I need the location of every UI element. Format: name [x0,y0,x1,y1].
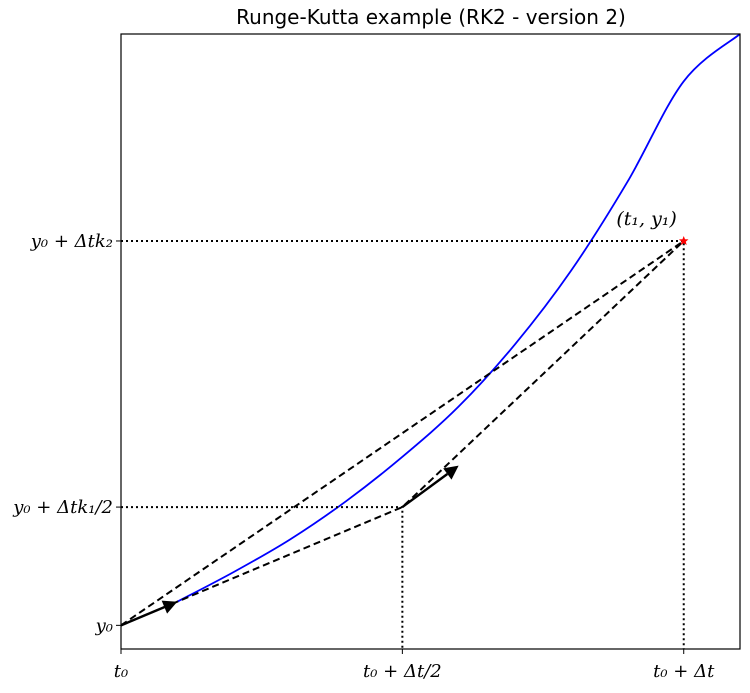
y-tick-label: y₀ + Δtk₂ [30,231,113,252]
slope-arrow-1 [120,600,178,627]
y-axis-ticks: y₀ y₀ + Δtk₁/2 y₀ + Δtk₂ [12,231,121,636]
x-tick-label: t₀ [114,661,128,682]
x-tick-label: t₀ + Δt [653,661,715,682]
point-marker-star [678,235,689,246]
y-tick-label: y₀ + Δtk₁/2 [12,497,113,518]
point-annotation: (t₁, y₁) [616,208,677,230]
series-dashed-line-1 [120,240,685,627]
chart-marks [120,33,741,649]
x-axis-ticks: t₀ t₀ + Δt/2 t₀ + Δt [114,649,715,682]
chart-title: Runge-Kutta example (RK2 - version 2) [236,5,626,29]
y-tick-label: y₀ [95,615,113,636]
series-dashed-line-2 [120,240,685,627]
axes-frame [120,33,741,650]
slope-arrow-2 [401,465,459,509]
x-tick-label: t₀ + Δt/2 [363,661,442,682]
plot-area [121,34,740,649]
solution-curve [176,33,741,603]
